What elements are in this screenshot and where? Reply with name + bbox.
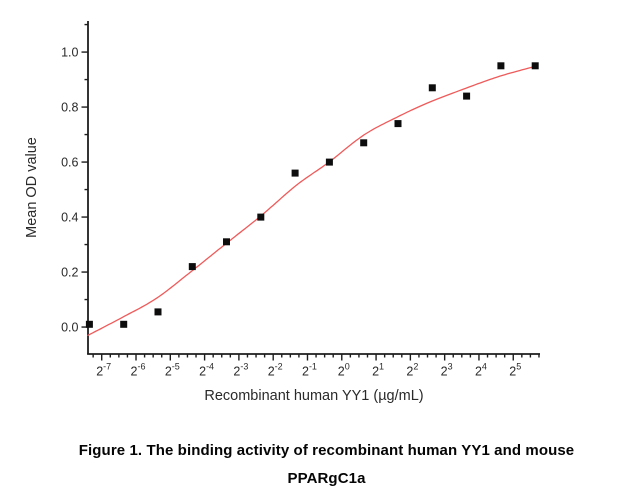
y-tick-label: 0.0: [61, 320, 78, 334]
y-tick-label: 0.8: [61, 100, 78, 114]
x-tick-label: 23: [441, 362, 453, 379]
x-tick-label: 24: [475, 362, 487, 379]
x-tick-label: 2-5: [165, 362, 180, 379]
data-point: [85, 320, 93, 328]
data-point: [497, 62, 505, 70]
x-tick-label: 25: [509, 362, 521, 379]
x-tick-label: 2-1: [302, 362, 317, 379]
data-point: [120, 320, 128, 328]
y-tick-label: 0.4: [61, 210, 78, 224]
scatter-plot-canvas: 0.0 0.2 0.4 0.6 0.8 1.0 2-7 2-6 2-5 2-4 2-3 2-2 2-1 2…: [24, 21, 540, 404]
y-axis-ticks: [81, 23, 88, 328]
y-axis-title: Mean OD value: [24, 137, 40, 238]
x-tick-label: 20: [338, 362, 350, 379]
x-tick-label: 2-7: [96, 362, 111, 379]
binding-activity-chart: 0.0 0.2 0.4 0.6 0.8 1.0 2-7 2-6 2-5 2-4 2-3 2-2 2-1 2…: [24, 21, 540, 404]
figure-caption: Figure 1. The binding activity of recomb…: [0, 437, 631, 493]
y-tick-label: 1.0: [61, 45, 78, 59]
fit-curve: [87, 65, 536, 336]
x-tick-label: 2-6: [131, 362, 146, 379]
x-tick-label: 22: [406, 362, 418, 379]
x-tick-label: 2-3: [233, 362, 248, 379]
y-tick-label: 0.6: [61, 155, 78, 169]
x-axis-title: Recombinant human YY1 (µg/mL): [204, 388, 423, 404]
x-axis-ticks: [92, 354, 540, 361]
x-tick-label: 21: [372, 362, 384, 379]
data-point: [257, 213, 265, 221]
data-point: [394, 120, 402, 128]
caption-line-1: Figure 1. The binding activity of recomb…: [78, 442, 575, 459]
x-tick-label: 2-2: [268, 362, 283, 379]
data-point: [325, 158, 333, 166]
data-point: [188, 263, 196, 271]
y-tick-label: 0.2: [61, 265, 78, 279]
data-point: [531, 62, 539, 70]
data-point: [291, 169, 299, 177]
data-point: [360, 139, 368, 147]
caption-line-2: PPARgC1a: [287, 470, 366, 487]
data-point: [463, 92, 471, 100]
data-point: [428, 84, 436, 92]
data-points: [85, 62, 539, 328]
x-tick-label: 2-4: [199, 362, 214, 379]
data-point: [154, 308, 162, 316]
data-point: [223, 238, 230, 246]
